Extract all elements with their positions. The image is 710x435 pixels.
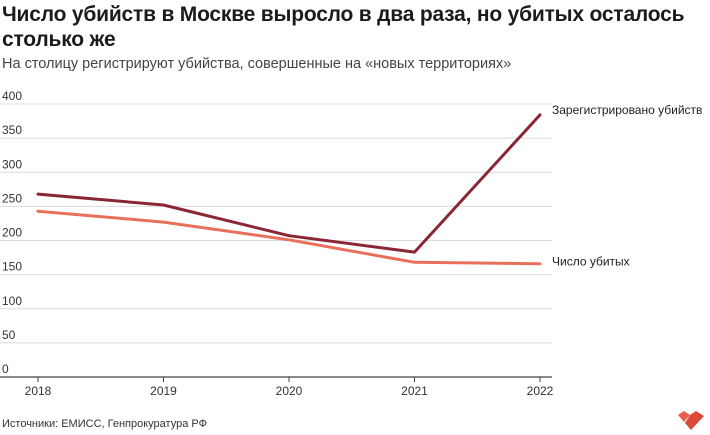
y-tick-label: 50 [2, 328, 16, 342]
series-line-1 [36, 209, 542, 266]
y-tick-label: 150 [2, 260, 22, 274]
x-axis: 2018 2019 2020 2021 2022 [25, 377, 554, 398]
chart-title: Число убийств в Москве выросло в два раз… [2, 3, 685, 51]
chart-subtitle: На столицу регистрируют убийства, соверш… [2, 56, 512, 72]
x-tick-label: 2021 [401, 384, 428, 398]
series-line-0 [36, 113, 542, 254]
x-tick-label: 2019 [150, 384, 177, 398]
series-label-1: Число убитых [552, 255, 630, 269]
x-tick-label: 2020 [276, 384, 303, 398]
y-tick-label: 350 [2, 123, 22, 137]
grid [0, 103, 552, 378]
hearts-logo-icon [678, 411, 704, 430]
y-tick-label: 250 [2, 191, 22, 205]
y-tick-label: 400 [2, 89, 22, 103]
y-tick-label: 100 [2, 294, 22, 308]
series-labels: Зарегистрировано убийств Число убитых [552, 103, 702, 269]
y-tick-label: 300 [2, 157, 22, 171]
x-tick-label: 2022 [527, 384, 554, 398]
y-axis: 0 50 100 150 200 250 300 350 400 [2, 89, 22, 376]
x-tick-label: 2018 [25, 384, 52, 398]
y-tick-label: 0 [2, 362, 9, 376]
source-note: Источники: ЕМИСС, Генпрокуратура РФ [2, 418, 207, 430]
series-label-0: Зарегистрировано убийств [552, 103, 702, 117]
y-tick-label: 200 [2, 226, 22, 240]
series-lines [36, 113, 542, 266]
